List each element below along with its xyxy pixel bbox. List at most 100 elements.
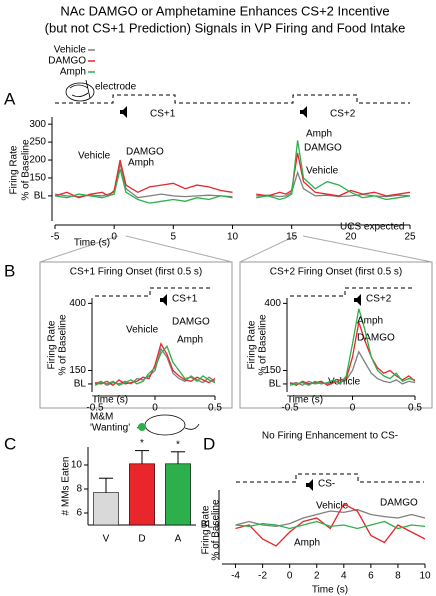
x-axis-label: Time (s) xyxy=(287,395,323,406)
annotation: CS+2 xyxy=(366,294,392,305)
x-tick-label: A xyxy=(175,534,182,545)
legend-label: Amph xyxy=(60,67,86,78)
x-axis-label: Time (s) xyxy=(312,585,348,596)
series-label: Amph xyxy=(177,335,203,346)
x-tick-label: -5 xyxy=(51,232,60,243)
x-tick-label: 25 xyxy=(404,232,416,243)
x-tick-label: -0.5 xyxy=(86,403,104,414)
y-tick-label: 400 xyxy=(264,298,281,309)
chart-title: CS+1 Firing Onset (first 0.5 s) xyxy=(70,267,203,278)
x-tick-label: 2 xyxy=(314,571,320,582)
x-tick-label: -2 xyxy=(258,571,267,582)
cs-timeline xyxy=(236,473,424,483)
figure-title: NAc DAMGO or Amphetamine Enhances CS+2 I… xyxy=(60,3,389,18)
x-tick-label: 0 xyxy=(350,403,356,414)
series-line xyxy=(289,350,416,387)
annotation: electrode xyxy=(95,82,137,93)
chart-title: 'Wanting' xyxy=(90,423,130,434)
series-label: Amph xyxy=(294,538,320,549)
chart-title: M&M xyxy=(90,412,113,423)
y-tick-label: 10 xyxy=(71,460,83,471)
y-axis-label: % of Baseline xyxy=(58,314,69,376)
y-tick-label: BL xyxy=(269,379,282,390)
series-line xyxy=(54,140,411,204)
bar xyxy=(165,463,191,526)
x-tick-label: D xyxy=(138,534,145,545)
series-label: Vehicle xyxy=(316,501,349,512)
annotation: Vehicle xyxy=(306,166,339,177)
y-axis-label: Firing Rate xyxy=(247,320,258,369)
x-tick-label: V xyxy=(103,534,110,545)
speaker-icon xyxy=(300,106,307,118)
annotation: UCS expected xyxy=(340,222,404,233)
y-tick-label: BL xyxy=(34,191,47,202)
chart-title: CS+2 Firing Onset (first 0.5 s) xyxy=(270,267,403,278)
y-tick-label: 6 xyxy=(76,508,82,519)
y-axis-label: # MMs Eaten xyxy=(61,457,72,516)
y-tick-label: 150 xyxy=(29,173,46,184)
series-label: Amph xyxy=(357,316,383,327)
x-tick-label: 20 xyxy=(345,232,357,243)
annotation: Amph xyxy=(128,158,154,169)
annotation: Vehicle xyxy=(78,151,111,162)
annotation: CS+1 xyxy=(150,109,176,120)
y-axis-label: % of Baseline xyxy=(21,139,32,201)
y-axis-label: % of Baseline xyxy=(211,499,222,561)
x-tick-label: 0.5 xyxy=(408,403,422,414)
y-tick-label: BL xyxy=(201,520,214,531)
annotation: CS+2 xyxy=(330,109,356,120)
x-tick-label: 4 xyxy=(341,571,347,582)
annotation: CS+1 xyxy=(172,294,198,305)
series-line xyxy=(94,345,216,387)
x-tick-label: 6 xyxy=(368,571,374,582)
y-tick-label: BL xyxy=(74,379,87,390)
y-axis-label: % of Baseline xyxy=(258,314,269,376)
x-tick-label: -0.5 xyxy=(281,403,299,414)
y-axis-label: Firing Rate xyxy=(47,320,58,369)
annotation: DAMGO xyxy=(126,147,164,158)
annotation: Amph xyxy=(306,129,332,140)
x-tick-label: 5 xyxy=(171,232,177,243)
speaker-icon xyxy=(354,294,361,306)
x-tick-label: 10 xyxy=(419,571,431,582)
series-label: Vehicle xyxy=(126,325,159,336)
panel-letter: D xyxy=(203,434,215,453)
zoom-connector xyxy=(39,235,433,263)
speaker-icon xyxy=(160,294,167,306)
series-label: DAMGO xyxy=(357,333,395,344)
series-line xyxy=(94,342,216,387)
rat-icon xyxy=(136,414,200,436)
x-tick-label: 0 xyxy=(111,232,117,243)
x-tick-label: 15 xyxy=(286,232,298,243)
series-line xyxy=(54,152,411,199)
series-line xyxy=(235,503,426,547)
panel-letter: C xyxy=(4,434,16,453)
series-line xyxy=(235,520,426,530)
series-line xyxy=(235,508,426,528)
x-tick-label: 8 xyxy=(395,571,401,582)
panel-letter: A xyxy=(4,89,16,108)
significance-mark: * xyxy=(140,438,144,449)
cs-timeline xyxy=(95,287,212,297)
y-axis-label: Firing Rate xyxy=(9,145,20,194)
x-axis-label: Time (s) xyxy=(92,395,128,406)
x-tick-label: 0.5 xyxy=(208,403,222,414)
y-axis-label: Firing Rate xyxy=(201,505,212,554)
legend-label: DAMGO xyxy=(48,56,86,67)
x-tick-label: 10 xyxy=(227,232,239,243)
annotation: CS- xyxy=(318,479,335,490)
y-tick-label: 300 xyxy=(29,119,46,130)
y-tick-label: 150 xyxy=(264,365,281,376)
cs-timeline xyxy=(290,287,415,297)
electrode-icon xyxy=(65,79,95,102)
x-tick-label: 0 xyxy=(152,403,158,414)
significance-mark: * xyxy=(176,439,180,450)
x-tick-label: -4 xyxy=(231,571,240,582)
series-label: Vehicle xyxy=(328,377,361,388)
series-label: DAMGO xyxy=(172,317,210,328)
y-tick-label: 8 xyxy=(76,484,82,495)
panel-box xyxy=(39,261,233,409)
y-tick-label: 150 xyxy=(69,365,86,376)
